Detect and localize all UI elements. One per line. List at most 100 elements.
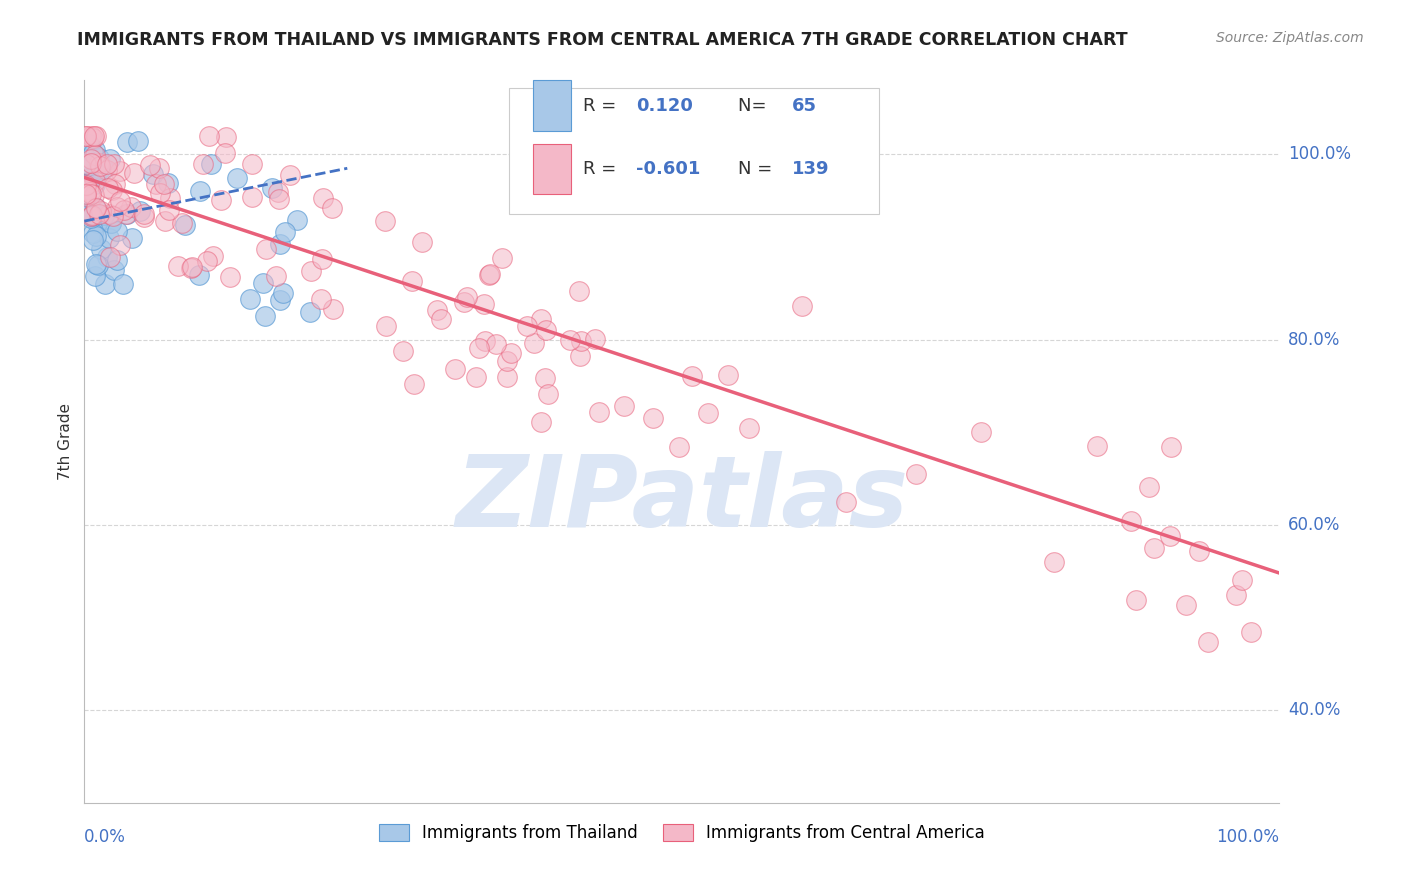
Point: [1087, 439, 1109, 453]
Point: [285, 212, 308, 227]
Point: [478, 268, 501, 282]
Point: [76, 153, 98, 167]
Point: [1137, 479, 1160, 493]
Point: [239, 292, 262, 306]
Text: R =: R =: [582, 161, 627, 178]
Text: R =: R =: [582, 96, 627, 114]
Y-axis label: 7th Grade: 7th Grade: [58, 403, 73, 480]
Point: [77, 136, 100, 151]
Point: [100, 216, 122, 230]
Point: [453, 294, 475, 309]
Point: [93, 209, 115, 223]
Point: [537, 386, 560, 401]
Point: [198, 128, 221, 143]
Point: [134, 206, 156, 220]
Point: [253, 309, 276, 323]
Point: [322, 301, 344, 316]
Point: [93, 277, 115, 291]
Point: [129, 204, 152, 219]
Point: [127, 134, 149, 148]
Point: [75, 179, 97, 194]
Point: [110, 164, 132, 178]
Text: 0.120: 0.120: [637, 96, 693, 114]
Point: [271, 285, 294, 300]
Text: 139: 139: [792, 161, 830, 178]
Point: [103, 157, 125, 171]
Point: [97, 207, 120, 221]
Point: [970, 425, 993, 440]
Point: [426, 303, 449, 318]
Point: [191, 157, 214, 171]
Point: [112, 277, 135, 291]
Point: [267, 186, 290, 200]
Point: [105, 200, 128, 214]
Point: [80, 155, 103, 169]
Point: [89, 159, 111, 173]
Point: [202, 249, 225, 263]
Point: [80, 153, 103, 167]
Point: [311, 252, 333, 266]
Point: [100, 183, 122, 197]
Point: [529, 312, 551, 326]
Point: [200, 157, 222, 171]
Point: [681, 368, 703, 383]
Point: [75, 189, 97, 203]
FancyBboxPatch shape: [533, 80, 571, 131]
Point: [105, 224, 128, 238]
Point: [1240, 625, 1263, 640]
Point: [90, 242, 112, 256]
Point: [112, 203, 135, 218]
Point: [82, 207, 104, 221]
Point: [254, 243, 277, 257]
Point: [491, 252, 513, 266]
Point: [139, 157, 162, 171]
Point: [501, 346, 523, 360]
Point: [474, 334, 496, 348]
Point: [79, 185, 101, 199]
Point: [717, 368, 740, 383]
Point: [374, 214, 396, 228]
Text: 60.0%: 60.0%: [1288, 516, 1340, 534]
Point: [1160, 441, 1182, 455]
Point: [299, 305, 322, 319]
Point: [588, 405, 610, 419]
Point: [96, 157, 118, 171]
Point: [485, 337, 508, 351]
Point: [97, 180, 120, 194]
Point: [84, 200, 107, 214]
Point: [108, 238, 131, 252]
Point: [82, 209, 104, 223]
Point: [148, 161, 170, 175]
Point: [180, 260, 202, 275]
Point: [82, 172, 104, 186]
Point: [401, 274, 423, 288]
Point: [252, 276, 274, 290]
Point: [309, 292, 332, 306]
Point: [86, 257, 108, 271]
Point: [103, 263, 125, 277]
Point: [278, 169, 301, 183]
Point: [86, 214, 108, 228]
Point: [96, 250, 118, 264]
Point: [98, 250, 121, 264]
Point: [115, 207, 138, 221]
Legend: Immigrants from Thailand, Immigrants from Central America: Immigrants from Thailand, Immigrants fro…: [373, 817, 991, 848]
Point: [904, 467, 927, 481]
Point: [523, 335, 546, 350]
Point: [75, 183, 97, 197]
Point: [120, 200, 142, 214]
Point: [87, 207, 110, 221]
Point: [145, 178, 167, 192]
Point: [430, 312, 453, 326]
Point: [149, 186, 172, 200]
Point: [495, 353, 517, 368]
Point: [534, 323, 557, 337]
Point: [98, 152, 121, 166]
Point: [77, 176, 100, 190]
Point: [87, 214, 110, 228]
Point: [533, 371, 555, 385]
Point: [132, 210, 155, 224]
Point: [267, 192, 290, 206]
Point: [84, 128, 107, 143]
Point: [180, 261, 202, 276]
